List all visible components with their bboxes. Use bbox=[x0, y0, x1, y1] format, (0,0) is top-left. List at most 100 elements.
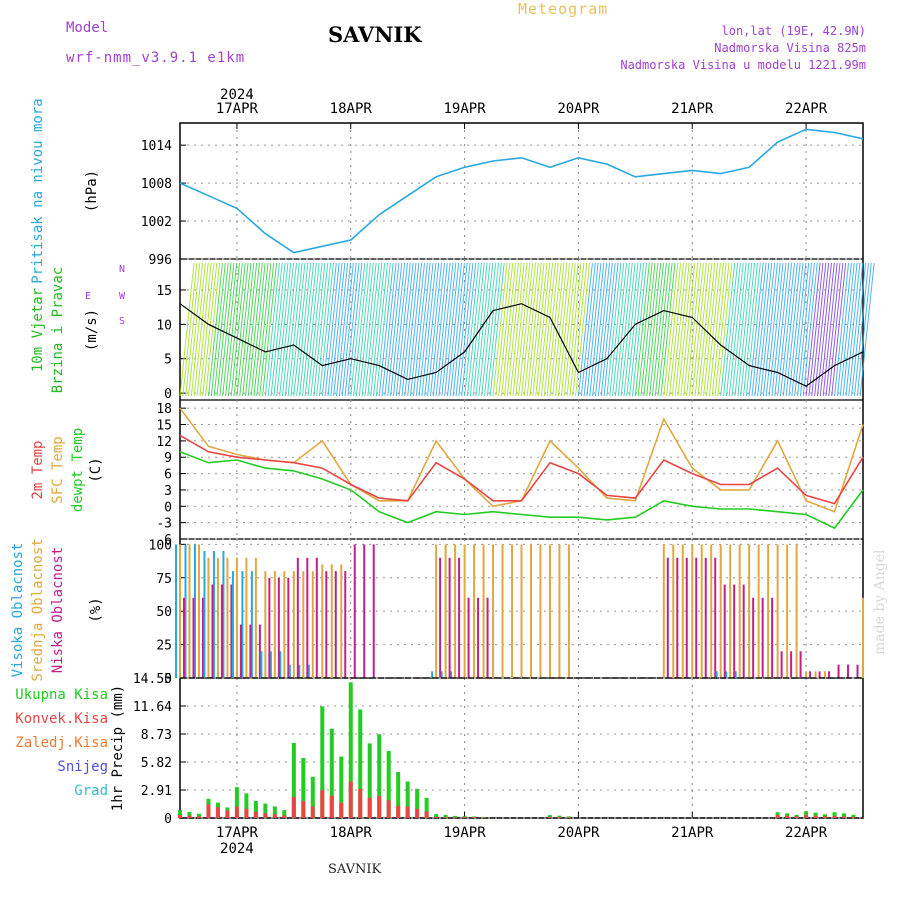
wind-barb bbox=[603, 262, 619, 397]
conv-precip-bar bbox=[443, 817, 448, 818]
y-tick-label: 75 bbox=[156, 572, 172, 587]
y-tick-label: 15 bbox=[156, 419, 172, 434]
wind-barb bbox=[256, 262, 272, 397]
total-precip-bar bbox=[272, 806, 277, 818]
conv-precip-bar bbox=[386, 800, 391, 818]
wind-barb bbox=[242, 262, 258, 397]
wind-barb bbox=[535, 262, 551, 397]
wind-barb bbox=[563, 262, 579, 397]
wind-barb bbox=[614, 262, 630, 397]
wind-barb bbox=[586, 262, 602, 397]
temp-unit: (C) bbox=[88, 457, 104, 482]
conv-precip-bar bbox=[472, 817, 477, 818]
y-tick-label: 50 bbox=[156, 605, 172, 620]
conv-precip-bar bbox=[823, 816, 828, 818]
wind-barb bbox=[771, 262, 787, 397]
wind-barb bbox=[731, 262, 747, 397]
total-precip-bar bbox=[851, 814, 856, 818]
wind-barb bbox=[791, 262, 807, 397]
wind-barb bbox=[609, 262, 625, 397]
conv-precip-bar bbox=[234, 806, 239, 818]
wind-barb bbox=[853, 262, 869, 397]
y-tick-label: 14.55 bbox=[133, 672, 172, 687]
wind-barb bbox=[418, 262, 434, 397]
wind-barb bbox=[390, 262, 406, 397]
wind-barb bbox=[415, 262, 431, 397]
wind-barb bbox=[742, 262, 758, 397]
wind-barb bbox=[395, 262, 411, 397]
compass-south: S bbox=[119, 316, 125, 327]
wind-barb bbox=[276, 262, 292, 397]
wind-barb bbox=[233, 262, 249, 397]
compass-west: W bbox=[119, 291, 126, 302]
wind-barb bbox=[293, 262, 309, 397]
wind-barb bbox=[631, 262, 647, 397]
wind-barb bbox=[802, 262, 818, 397]
model-elevation-text: Nadmorska Visina u modelu 1221.99m bbox=[620, 58, 866, 72]
y-tick-label: 2.91 bbox=[141, 784, 172, 799]
wind-barb bbox=[384, 262, 400, 397]
wind-barb bbox=[281, 262, 297, 397]
conv-precip-bar bbox=[566, 817, 571, 818]
conv-precip-bar bbox=[263, 813, 268, 818]
wind-barb bbox=[725, 262, 741, 397]
wind-barb bbox=[723, 262, 739, 397]
wind-barb bbox=[193, 262, 209, 397]
wind-barb bbox=[207, 262, 223, 397]
total-precip-bar bbox=[386, 751, 391, 818]
wind-barb bbox=[452, 262, 468, 397]
wind-barb bbox=[768, 262, 784, 397]
conv-precip-bar bbox=[557, 817, 562, 818]
wind-barb bbox=[629, 262, 645, 397]
wind-barb bbox=[814, 262, 830, 397]
bottom-day-label: 19APR bbox=[444, 825, 487, 841]
conv-precip-bar bbox=[272, 814, 277, 818]
wind-barb bbox=[859, 262, 875, 397]
wind-barb bbox=[856, 262, 872, 397]
conv-precip-bar bbox=[794, 816, 799, 818]
wind-barb bbox=[714, 262, 730, 397]
wind-barb bbox=[700, 262, 716, 397]
dewpt-line bbox=[179, 451, 864, 530]
high-cloud-label: Visoka Oblacnost bbox=[10, 543, 26, 678]
wind-barb bbox=[404, 262, 420, 397]
wind-barb bbox=[683, 262, 699, 397]
wind-speed-line bbox=[179, 303, 864, 387]
total-precip-bar bbox=[329, 728, 334, 818]
wind-barb bbox=[273, 262, 289, 397]
wind-barb bbox=[455, 262, 471, 397]
wind-barb bbox=[449, 262, 465, 397]
wind-barb bbox=[313, 262, 329, 397]
wind-barb bbox=[560, 262, 576, 397]
conv-precip-bar bbox=[547, 817, 552, 818]
wind-barb bbox=[640, 262, 656, 397]
t2m-label: 2m Temp bbox=[30, 440, 46, 499]
wind-barb bbox=[839, 262, 855, 397]
wind-barb bbox=[577, 262, 593, 397]
wind-barb bbox=[506, 262, 522, 397]
wind-barb bbox=[230, 262, 246, 397]
conv-precip-bar bbox=[851, 816, 856, 818]
wind-barb bbox=[336, 262, 352, 397]
conv-precip-bar bbox=[282, 815, 287, 818]
total-precip-bar bbox=[196, 813, 201, 818]
wind-barb bbox=[202, 262, 218, 397]
wind-barb bbox=[757, 262, 773, 397]
wind-barb bbox=[762, 262, 778, 397]
wind-barb bbox=[811, 262, 827, 397]
wind-barb bbox=[412, 262, 428, 397]
wind-barb bbox=[330, 262, 346, 397]
wind-barb bbox=[836, 262, 852, 397]
wind-barb bbox=[264, 262, 280, 397]
wind-barb bbox=[663, 262, 679, 397]
wind-barb bbox=[492, 262, 508, 397]
wind-barb bbox=[196, 262, 212, 397]
precip-legend-4: Grad bbox=[74, 783, 108, 799]
y-tick-label: 0 bbox=[164, 812, 172, 827]
lonlat-text: lon,lat (19E, 42.9N) bbox=[721, 24, 867, 38]
total-precip-bar bbox=[557, 815, 562, 818]
total-precip-bar bbox=[377, 734, 382, 818]
wind-barb bbox=[592, 262, 608, 397]
conv-precip-bar bbox=[358, 788, 363, 818]
wind-barb bbox=[216, 262, 232, 397]
